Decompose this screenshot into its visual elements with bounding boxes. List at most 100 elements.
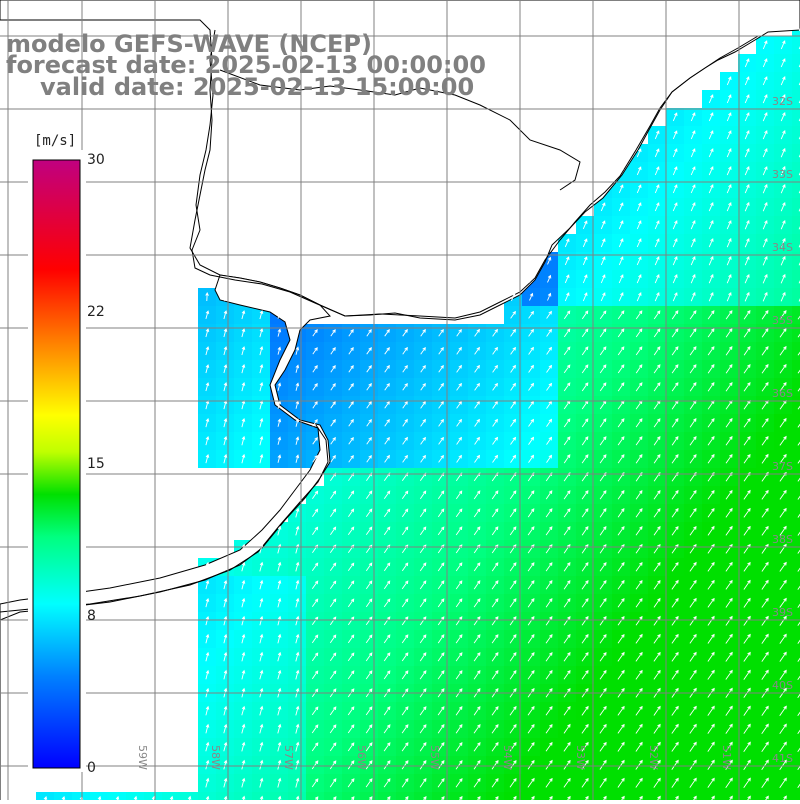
wind-arrow	[762, 94, 768, 104]
wind-arrow	[689, 454, 697, 464]
wind-arrow	[618, 220, 624, 230]
wind-arrow	[743, 310, 751, 320]
wind-arrow	[761, 777, 769, 788]
field-cell	[792, 126, 800, 144]
wind-arrow	[581, 436, 589, 446]
wind-arrow	[635, 579, 643, 590]
wind-arrow	[654, 202, 660, 212]
wind-arrow	[762, 58, 768, 68]
wind-arrow	[780, 76, 786, 86]
wind-arrow	[528, 328, 534, 337]
wind-arrow	[528, 364, 534, 373]
wind-arrow	[474, 436, 480, 445]
wind-arrow	[672, 166, 678, 176]
wind-arrow	[690, 148, 696, 158]
wind-arrow	[330, 508, 337, 518]
wind-arrow	[277, 561, 282, 572]
wind-arrow	[582, 220, 588, 230]
wind-arrow	[420, 382, 426, 391]
wind-arrow	[726, 130, 732, 140]
wind-arrow	[636, 148, 642, 158]
wind-arrow	[690, 112, 696, 122]
wind-arrow	[779, 633, 787, 644]
wind-arrow	[780, 58, 786, 68]
wind-arrow	[653, 633, 661, 644]
wind-arrow	[762, 291, 768, 302]
wind-arrow	[635, 669, 643, 680]
wind-arrow	[617, 490, 625, 500]
wind-arrow	[474, 382, 480, 391]
wind-arrow	[329, 562, 337, 572]
wind-arrow	[348, 383, 354, 391]
wind-arrow	[509, 759, 517, 770]
wind-arrow	[617, 669, 625, 680]
wind-arrow	[780, 255, 786, 266]
wind-arrow	[744, 94, 750, 104]
wind-arrow	[277, 418, 282, 427]
wind-arrow	[277, 723, 282, 734]
wind-arrow	[689, 597, 697, 608]
wind-arrow	[527, 490, 535, 500]
wind-arrow	[223, 291, 227, 302]
wind-arrow	[473, 598, 481, 608]
wind-arrow	[330, 526, 337, 536]
wind-arrow	[779, 525, 787, 536]
wind-arrow	[671, 436, 679, 446]
wind-arrow	[510, 292, 516, 301]
wind-arrow	[725, 705, 733, 716]
wind-arrow	[744, 166, 750, 176]
wind-arrow	[384, 436, 390, 445]
wind-arrow	[277, 759, 282, 770]
wind-arrow	[581, 741, 589, 752]
wind-arrow	[545, 741, 553, 752]
wind-arrow	[725, 417, 733, 428]
wind-arrow	[402, 436, 408, 445]
wind-arrow	[636, 292, 642, 302]
wind-arrow	[223, 615, 228, 626]
wind-arrow	[241, 418, 246, 428]
wind-arrow	[295, 597, 300, 608]
field-cell	[792, 216, 800, 234]
wind-arrow	[223, 597, 228, 608]
wind-arrow	[419, 760, 427, 770]
wind-arrow	[527, 598, 535, 608]
wind-arrow	[761, 435, 769, 446]
wind-arrow	[277, 705, 282, 716]
wind-arrow	[726, 184, 732, 194]
wind-arrow	[347, 526, 355, 536]
field-cell	[558, 792, 576, 804]
field-cell	[540, 792, 558, 804]
wind-arrow	[707, 435, 715, 446]
wind-arrow	[762, 273, 768, 284]
wind-arrow	[295, 741, 300, 752]
wind-arrow	[241, 651, 246, 662]
wind-arrow	[437, 742, 445, 752]
wind-arrow	[599, 723, 607, 734]
wind-arrow	[707, 741, 715, 752]
wind-arrow	[311, 760, 319, 770]
wind-arrow	[546, 436, 553, 445]
wind-arrow	[744, 184, 750, 194]
wind-arrow	[671, 633, 679, 644]
wind-arrow	[635, 436, 643, 446]
wind-arrow	[259, 345, 264, 356]
wind-arrow	[762, 183, 768, 194]
wind-arrow	[761, 741, 769, 752]
wind-arrow	[510, 328, 516, 337]
wind-arrow	[689, 382, 697, 392]
wind-arrow	[347, 652, 355, 662]
wind-arrow	[223, 633, 228, 644]
wind-arrow	[761, 561, 769, 572]
wind-arrow	[725, 382, 733, 392]
wind-arrow	[761, 363, 769, 374]
field-cell	[792, 738, 800, 756]
wind-arrow	[259, 382, 264, 392]
wind-arrow	[689, 489, 697, 500]
wind-arrow	[347, 580, 355, 590]
wind-arrow	[743, 453, 751, 464]
wind-arrow	[671, 705, 679, 716]
wind-arrow	[241, 561, 246, 572]
field-cell	[414, 792, 432, 804]
wind-arrow	[330, 383, 336, 391]
wind-arrow	[420, 454, 426, 463]
